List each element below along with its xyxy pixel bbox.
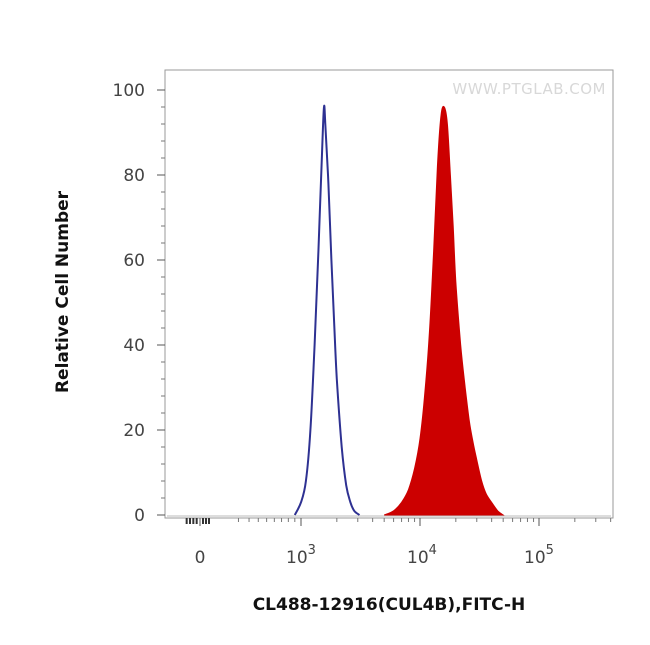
series-outline-histogram bbox=[293, 104, 361, 516]
y-tick-label: 0 bbox=[134, 506, 145, 526]
series-filled-histogram bbox=[383, 105, 505, 516]
x-axis bbox=[185, 518, 612, 526]
x-tick-label-5: 105 bbox=[524, 543, 554, 568]
y-tick-label: 100 bbox=[113, 81, 145, 101]
y-axis: 0 20 40 60 80 100 bbox=[113, 81, 165, 526]
y-tick-label: 40 bbox=[123, 336, 145, 356]
series-layer bbox=[167, 104, 611, 517]
x-tick-label-0: 0 bbox=[195, 548, 206, 568]
y-tick-label: 60 bbox=[123, 251, 145, 271]
y-axis-title: Relative Cell Number bbox=[53, 190, 73, 393]
x-axis-title: CL488-12916(CUL4B),FITC-H bbox=[253, 595, 526, 615]
x-tick-label-3: 103 bbox=[286, 543, 316, 568]
plot-area bbox=[164, 69, 614, 519]
y-tick-label: 20 bbox=[123, 421, 145, 441]
x-tick-labels: 0 103 104 105 bbox=[195, 543, 554, 568]
x-tick-label-4: 104 bbox=[407, 543, 437, 568]
watermark-text: WWW.PTGLAB.COM bbox=[452, 80, 606, 98]
y-tick-label: 80 bbox=[123, 166, 145, 186]
